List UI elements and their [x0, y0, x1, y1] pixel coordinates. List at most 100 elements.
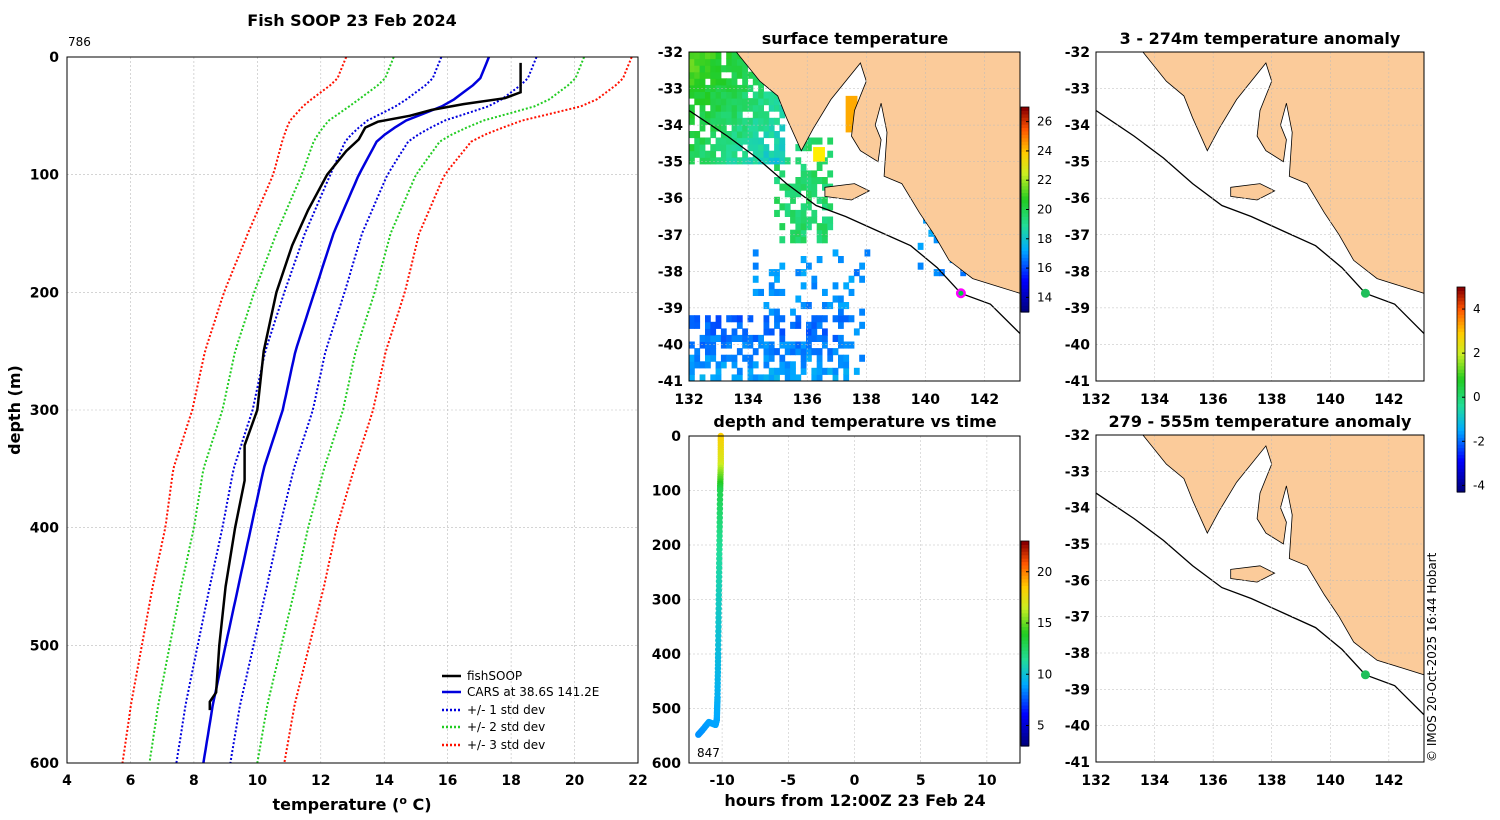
sst-cell [806, 302, 812, 310]
colorbar-segment [1021, 274, 1029, 279]
colorbar-segment [1457, 382, 1465, 387]
colorbar-segment [1457, 481, 1465, 486]
sst-cell [838, 256, 844, 264]
profile-ytick-label: 200 [30, 285, 59, 301]
sst-cell [774, 275, 780, 283]
sst-cell [726, 78, 732, 86]
sst-cell [742, 328, 748, 336]
sst-cell [795, 229, 802, 237]
sst-cell [715, 334, 722, 342]
kangaroo-island [824, 183, 871, 201]
sst-cell [774, 269, 780, 277]
sst-cell [800, 216, 807, 224]
sst-cell [768, 117, 775, 125]
sst-cell [731, 361, 738, 369]
sst-cell [763, 131, 770, 139]
sst-cell [811, 348, 818, 356]
sst-cell [715, 117, 722, 125]
sst-cell [806, 223, 812, 231]
colorbar-segment [1457, 399, 1465, 404]
colorbar-segment [1021, 558, 1029, 563]
colorbar-tick-label: 18 [1037, 232, 1052, 246]
map-axes-box [688, 51, 1021, 382]
sst-cell [827, 348, 834, 356]
sst-cell [694, 71, 701, 79]
profile-xtick-label: 20 [565, 773, 585, 789]
sst-cell-gulf2 [813, 147, 825, 162]
sst-cell [800, 256, 807, 264]
sst-cell [800, 229, 807, 237]
colorbar-segment [1021, 168, 1029, 173]
colorbar-segment [1021, 161, 1029, 166]
colorbar-segment [1021, 113, 1029, 118]
colorbar-tick-label: 16 [1037, 261, 1052, 275]
sst-cell [747, 131, 754, 139]
sst-cell [853, 328, 860, 336]
map-ytick-label: -34 [1065, 501, 1091, 517]
sst-cell [779, 157, 786, 165]
colorbar-segment [1457, 457, 1465, 462]
sst-cell [720, 98, 727, 106]
sst-cell [816, 348, 823, 356]
colorbar-segment [1021, 609, 1029, 614]
sst-cell [699, 137, 706, 145]
track-point [716, 500, 724, 508]
sst-cell [838, 295, 844, 303]
sst-cell [806, 144, 812, 152]
sst-cell [747, 98, 754, 106]
sst-cell [705, 91, 711, 99]
sst-cell [827, 150, 834, 158]
sst-cell [779, 288, 786, 296]
colorbar-segment [1021, 253, 1029, 258]
colorbar-segment [1457, 410, 1465, 414]
sst-cell [859, 308, 865, 316]
sst-cell [859, 321, 865, 329]
colorbar-segment [1457, 471, 1465, 476]
sst-cell [800, 183, 807, 191]
sst-cell [763, 144, 770, 152]
sst-cell [774, 321, 780, 329]
map-ytick-label: -34 [1065, 118, 1091, 134]
colorbar-segment [1021, 301, 1029, 306]
sst-cell [811, 183, 818, 191]
map-ytick-label: -33 [1065, 82, 1090, 98]
sst-cell [768, 150, 775, 158]
sst-cell [736, 144, 743, 152]
map-xtick-label: 134 [1140, 773, 1169, 789]
colorbar-segment [1457, 403, 1465, 408]
sst-cell [784, 183, 791, 191]
sst-cell [715, 104, 722, 112]
sst-cell [790, 341, 796, 349]
sst-cell [811, 282, 818, 290]
sst-cell [694, 321, 701, 329]
track-point [715, 646, 722, 653]
sst-cell [848, 275, 855, 283]
map-ytick-label: -41 [1065, 755, 1090, 771]
profile-ytick-label: 100 [30, 168, 59, 184]
sst-cell [715, 78, 722, 86]
colorbar-segment [1021, 698, 1029, 703]
sst-cell [843, 374, 850, 381]
sst-cell [747, 144, 754, 152]
colorbar-segment [1021, 110, 1029, 115]
sst-cell [705, 321, 711, 329]
colorbar-segment [1457, 304, 1465, 309]
colorbar-tick-label: 22 [1037, 173, 1052, 187]
sst-cell [705, 150, 711, 158]
sst-cell [779, 111, 786, 119]
sst-cell [752, 288, 759, 296]
sst-cell [689, 367, 695, 375]
sst-cell [806, 328, 812, 336]
upper-anomaly-title: 3 - 274m temperature anomaly [1120, 29, 1401, 48]
sst-cell [806, 137, 812, 145]
map-ytick-label: -39 [658, 301, 683, 317]
sst-cell [731, 111, 738, 119]
colorbar-segment [1021, 551, 1029, 556]
sst-cell [822, 223, 828, 231]
colorbar-segment [1021, 271, 1029, 275]
map-ytick-label: -32 [1065, 45, 1090, 61]
sst-cell [715, 315, 722, 323]
sst-cell [768, 288, 775, 296]
map-ytick-label: -39 [1065, 301, 1090, 317]
sst-cell [768, 374, 775, 381]
